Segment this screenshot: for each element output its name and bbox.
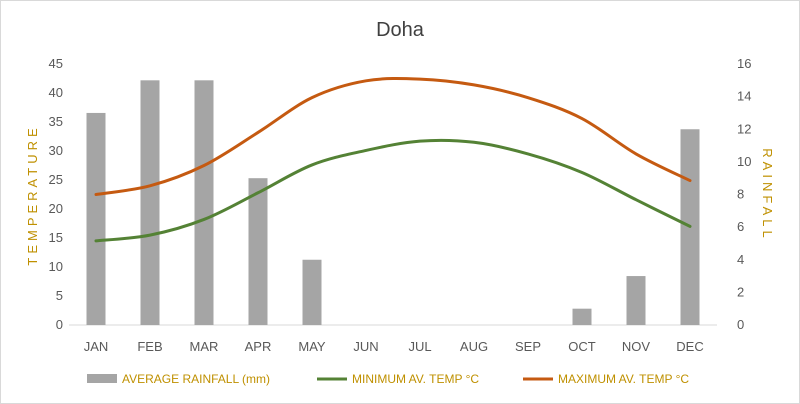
- y-right-tick-label: 12: [737, 121, 751, 136]
- rainfall-bar-apr: [248, 178, 268, 325]
- legend-label: MINIMUM AV. TEMP °C: [352, 372, 479, 386]
- y-left-tick-label: 15: [49, 230, 63, 245]
- rainfall-bar-nov: [626, 276, 646, 325]
- y-left-tick-label: 30: [49, 143, 63, 158]
- rainfall-bars: [86, 80, 700, 325]
- y-right-tick-label: 8: [737, 187, 744, 202]
- x-tick-label: NOV: [622, 339, 651, 354]
- rainfall-bar-feb: [140, 80, 160, 325]
- rainfall-bar-jan: [86, 112, 106, 325]
- max-temp-line: [94, 77, 692, 196]
- y-right-tick-label: 10: [737, 154, 751, 169]
- y-right-tick-label: 4: [737, 252, 744, 267]
- legend-label: MAXIMUM AV. TEMP °C: [558, 372, 689, 386]
- y-right-tick-label: 16: [737, 56, 751, 71]
- min-temp-line: [94, 138, 692, 243]
- y-left-tick-label: 10: [49, 259, 63, 274]
- x-tick-label: DEC: [676, 339, 703, 354]
- legend-item-2: MINIMUM AV. TEMP °C: [317, 372, 479, 386]
- y-left-tick-label: 5: [56, 288, 63, 303]
- y-right-tick-label: 14: [737, 89, 751, 104]
- y-right-tick-label: 6: [737, 219, 744, 234]
- y-right-tick-label: 0: [737, 317, 744, 332]
- y-left-tick-label: 40: [49, 85, 63, 100]
- rainfall-bar-may: [302, 259, 322, 325]
- rainfall-bar-mar: [194, 80, 214, 325]
- temperature-lines: [94, 77, 692, 243]
- y-axis-right-ticks: 0 2 4 6 8 10 12 14 16: [737, 56, 751, 332]
- y-left-tick-label: 45: [49, 56, 63, 71]
- x-tick-label: APR: [245, 339, 272, 354]
- x-tick-label: JAN: [84, 339, 109, 354]
- x-tick-label: SEP: [515, 339, 541, 354]
- x-tick-label: OCT: [568, 339, 596, 354]
- legend: AVERAGE RAINFALL (mm) MINIMUM AV. TEMP °C…: [87, 372, 689, 386]
- legend-item-3: MAXIMUM AV. TEMP °C: [523, 372, 689, 386]
- y-axis-right-title: RAINFALL: [760, 148, 775, 241]
- x-tick-label: FEB: [137, 339, 162, 354]
- chart-title: Doha: [376, 19, 425, 41]
- y-axis-left-title: TEMPERATURE: [25, 124, 40, 265]
- x-tick-label: MAY: [298, 339, 326, 354]
- rainfall-bar-oct: [572, 308, 592, 325]
- x-tick-label: JUL: [408, 339, 431, 354]
- legend-swatch-bar: [87, 374, 117, 383]
- legend-item-1: AVERAGE RAINFALL (mm): [87, 372, 270, 386]
- x-tick-label: JUN: [353, 339, 378, 354]
- y-left-tick-label: 20: [49, 201, 63, 216]
- y-left-tick-label: 0: [56, 317, 63, 332]
- y-right-tick-label: 2: [737, 284, 744, 299]
- legend-label: AVERAGE RAINFALL (mm): [122, 372, 270, 386]
- x-tick-label: MAR: [190, 339, 219, 354]
- x-tick-label: AUG: [460, 339, 488, 354]
- x-axis-category-labels: JAN FEB MAR APR MAY JUN JUL AUG SEP OCT NOV DEC: [84, 339, 704, 354]
- y-left-tick-label: 35: [49, 114, 63, 129]
- y-axis-left-ticks: 0 5 10 15 20 25 30 35 40 45: [49, 56, 63, 332]
- y-left-tick-label: 25: [49, 172, 63, 187]
